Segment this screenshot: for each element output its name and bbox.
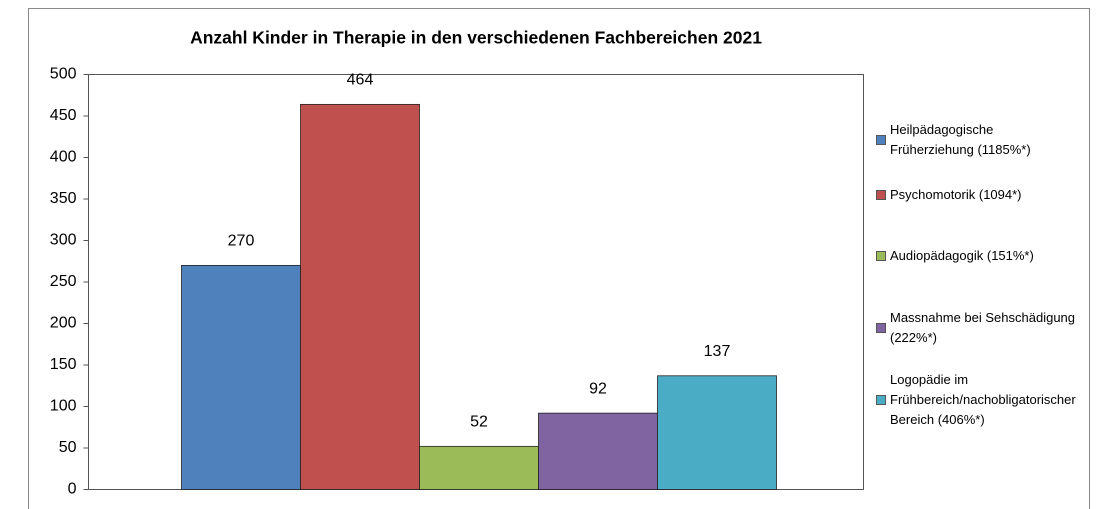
chart-title: Anzahl Kinder in Therapie in den verschi… [190,28,762,48]
y-tick-label: 0 [68,481,77,498]
y-tick-label: 50 [59,439,77,456]
legend-label: Massnahme bei Sehschädigung (222%*) [890,310,1076,345]
bar [538,412,658,490]
legend-entry: Massnahme bei Sehschädigung (222%*) [876,308,1076,348]
y-tick-label: 350 [50,190,77,207]
legend-swatch [876,190,886,200]
legend-label: Audiopädagogik (151%*) [890,248,1034,263]
data-label: 92 [589,380,607,397]
y-tick-label: 450 [50,107,77,124]
y-tick-label: 500 [50,66,77,83]
data-label: 52 [470,414,488,431]
legend-entry: Logopädie im Frühbereich/nachobligatoris… [876,370,1076,430]
legend-entry: Psychomotorik (1094*) [876,185,1076,205]
bar [419,445,539,490]
bar [181,264,301,490]
legend-label: Logopädie im Frühbereich/nachobligatoris… [890,372,1076,427]
legend-label: Heilpädagogische Früherziehung (1185%*) [890,122,1031,157]
y-tick-label: 250 [50,273,77,290]
y-tick-label: 150 [50,356,77,373]
legend-entry: Heilpädagogische Früherziehung (1185%*) [876,120,1076,160]
legend-swatch [876,251,886,261]
y-tick-label: 400 [50,149,77,166]
bar [657,375,777,490]
data-label: 137 [704,343,731,360]
y-tick-label: 100 [50,398,77,415]
data-label: 270 [228,233,255,250]
data-label: 464 [347,72,374,89]
legend-swatch [876,323,886,333]
bar [300,103,420,490]
legend-swatch [876,395,886,405]
legend-label: Psychomotorik (1094*) [890,187,1022,202]
y-tick-label: 300 [50,232,77,249]
y-tick-label: 200 [50,315,77,332]
legend-entry: Audiopädagogik (151%*) [876,246,1076,266]
legend-swatch [876,135,886,145]
